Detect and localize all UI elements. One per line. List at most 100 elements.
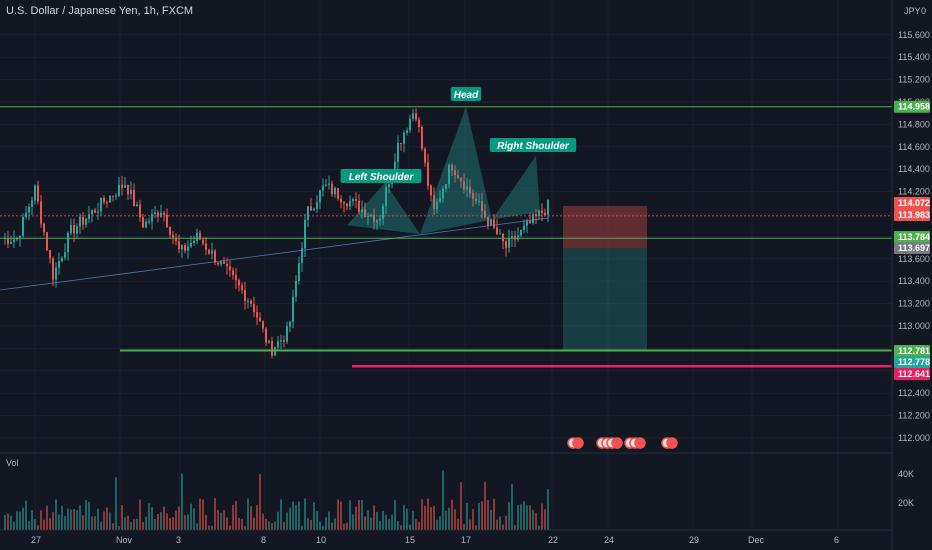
currency-badge: 0: [921, 6, 926, 16]
volume-bar: [226, 517, 228, 530]
volume-bar: [358, 499, 360, 530]
volume-bar: [418, 522, 420, 530]
volume-bar: [46, 505, 48, 530]
candle-body: [529, 221, 531, 224]
volume-bar: [76, 510, 78, 530]
candle-body: [205, 243, 207, 250]
volume-bar: [532, 509, 534, 530]
chart-header: U.S. Dollar / Japanese Yen, 1h, FXCM Vol…: [6, 5, 926, 468]
volume-bar: [10, 515, 12, 530]
event-markers[interactable]: [567, 437, 678, 449]
volume-bar: [334, 518, 336, 530]
candle-body: [70, 224, 72, 233]
candle-body: [121, 184, 123, 188]
candle-body: [211, 250, 213, 254]
volume-bar: [130, 521, 132, 530]
volume-bar: [211, 525, 213, 530]
candle-body: [214, 250, 216, 263]
volume-bar: [124, 517, 126, 530]
price-tick: 112.200: [898, 411, 930, 421]
volume-bar: [73, 508, 75, 530]
price-tick: 115.600: [898, 30, 930, 40]
candle-body: [61, 257, 63, 262]
candle-body: [457, 175, 459, 179]
candle-body: [406, 130, 408, 133]
annotation-label: Head: [454, 90, 479, 101]
candle-body: [91, 210, 93, 215]
candle-body: [73, 224, 75, 234]
volume-bar: [34, 518, 36, 530]
volume-bar: [217, 510, 219, 530]
candle-body: [259, 317, 261, 322]
volume-bar: [205, 514, 207, 530]
volume-bar: [361, 499, 363, 530]
volume-bar: [502, 524, 504, 530]
candle-body: [220, 261, 222, 265]
candle-body: [472, 193, 474, 199]
head-shoulders-pattern: [0, 106, 549, 291]
candle-body: [193, 240, 195, 243]
candle-body: [541, 210, 543, 213]
time-tick: 8: [261, 535, 266, 545]
candle-body: [181, 245, 183, 250]
candle-body: [19, 235, 21, 239]
volume-bar: [400, 525, 402, 530]
candle-body: [82, 216, 84, 225]
candle-body: [235, 274, 237, 281]
candle-body: [184, 245, 186, 251]
volume-bar: [235, 500, 237, 530]
volume-bar: [241, 519, 243, 530]
volume-bar: [91, 516, 93, 530]
candle-body: [154, 212, 156, 214]
volume-bar: [16, 511, 18, 530]
time-tick: Nov: [116, 535, 133, 545]
candle-body: [268, 341, 270, 343]
volume-bar: [118, 525, 120, 530]
candle-body: [277, 341, 279, 348]
candle-body: [394, 161, 396, 172]
time-axis[interactable]: 27 Nov 3 8 10 15 17 22 24 29 Dec 6: [0, 529, 892, 545]
volume-bar: [364, 516, 366, 530]
candle-body: [343, 202, 345, 204]
candle-body: [313, 208, 315, 211]
candle-body: [328, 183, 330, 185]
candle-body: [535, 214, 537, 217]
candle-body: [547, 199, 549, 215]
volume-bar: [424, 505, 426, 530]
volume-bar: [286, 512, 288, 530]
volume-bar: [457, 518, 459, 530]
candle-body: [88, 214, 90, 219]
volume-bar: [229, 525, 231, 530]
pattern-annotations: Head Left Shoulder Right Shoulder: [340, 87, 577, 183]
price-tick: 114.800: [898, 119, 930, 129]
horizontal-levels[interactable]: [0, 106, 892, 368]
volume-bar: [490, 509, 492, 530]
candle-body: [238, 280, 240, 286]
candle-body: [301, 248, 303, 264]
volume-bar: [262, 513, 264, 530]
price-tick: 114.600: [898, 142, 930, 152]
candle-body: [127, 185, 129, 195]
volume-bar: [187, 514, 189, 530]
volume-bar: [466, 502, 468, 530]
price-tick: 115.400: [898, 52, 930, 62]
volume-bar: [448, 507, 450, 530]
volume-bar: [328, 511, 330, 530]
candle-body: [445, 184, 447, 189]
volume-bar: [451, 499, 453, 530]
volume-bar: [523, 501, 525, 530]
take-profit-zone: [563, 247, 647, 351]
candle-body: [346, 203, 348, 207]
candle-body: [538, 210, 540, 217]
candle-body: [229, 266, 231, 271]
volume-bar: [31, 510, 33, 530]
volume-bar: [106, 507, 108, 530]
volume-bar: [259, 473, 261, 530]
candle-body: [232, 270, 234, 275]
candle-body: [67, 232, 69, 253]
price-axis[interactable]: 115.600115.400115.200115.000114.800114.6…: [891, 0, 932, 550]
candle-body: [484, 210, 486, 217]
event-marker: [572, 437, 584, 449]
price-tick: 114.200: [898, 187, 930, 197]
